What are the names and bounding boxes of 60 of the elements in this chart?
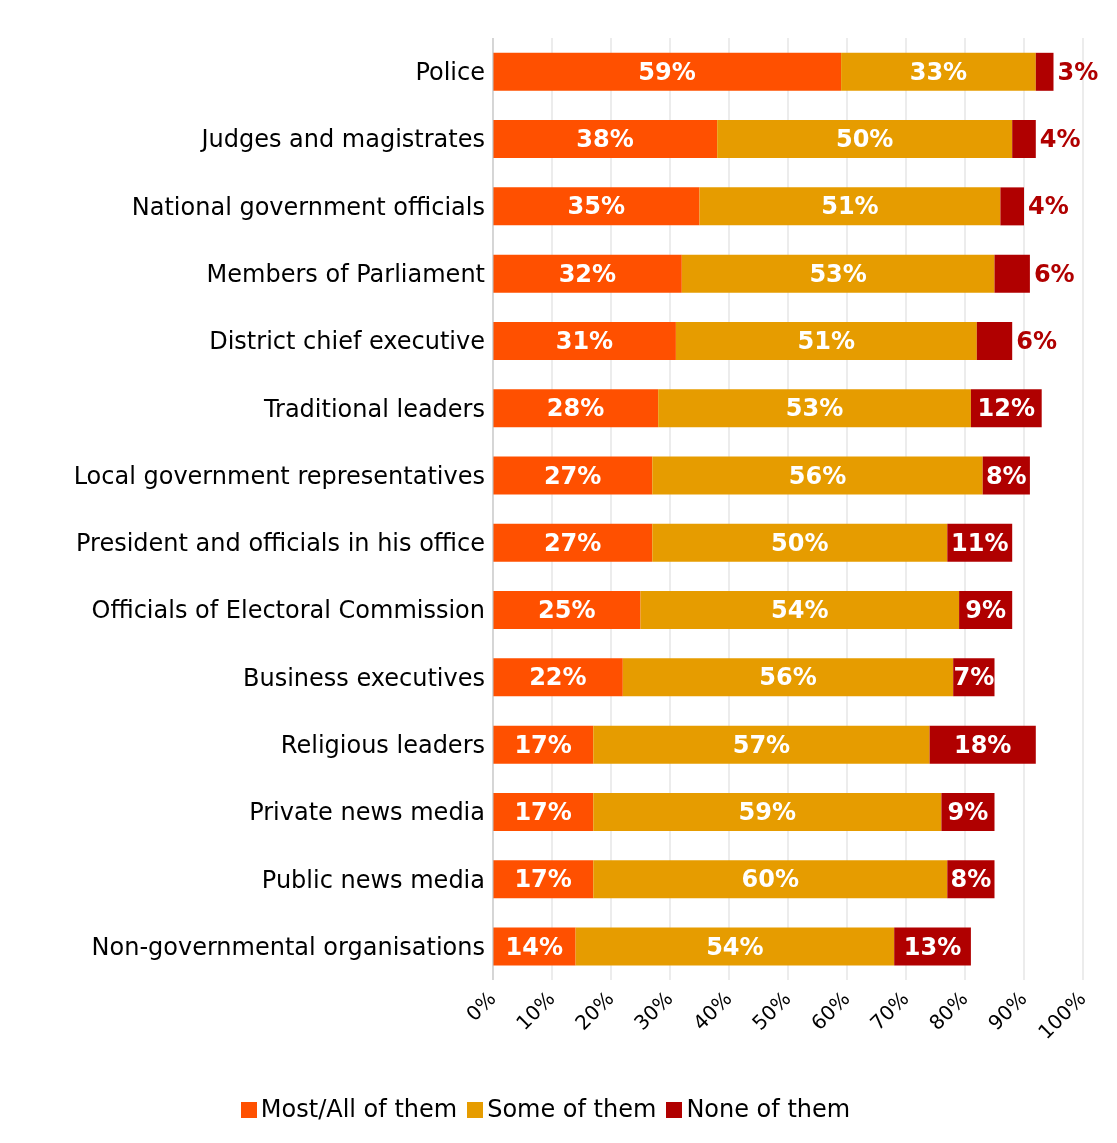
data-label: 7% xyxy=(953,663,995,692)
data-label: 50% xyxy=(835,125,894,154)
data-label: 59% xyxy=(738,797,797,826)
y-tick-label: Police xyxy=(415,58,485,87)
data-label: 22% xyxy=(529,663,587,692)
data-label: 4% xyxy=(1028,192,1069,221)
y-tick-label: Traditional leaders xyxy=(262,394,485,423)
data-label: 38% xyxy=(576,125,634,154)
y-tick-label: District chief executive xyxy=(209,327,485,356)
data-label: 50% xyxy=(771,528,829,557)
data-label: 33% xyxy=(909,57,968,86)
data-label: 57% xyxy=(732,730,791,759)
data-label: 6% xyxy=(1033,259,1075,288)
data-label: 27% xyxy=(543,461,602,490)
data-label: 51% xyxy=(821,192,879,221)
data-label: 54% xyxy=(706,932,764,961)
y-tick-label: Local government representatives xyxy=(73,461,485,490)
data-label: 32% xyxy=(558,259,617,288)
data-label: 8% xyxy=(985,461,1027,490)
data-label: 9% xyxy=(965,596,1007,625)
data-label: 14% xyxy=(505,932,564,961)
data-label: 53% xyxy=(785,394,844,423)
data-label: 56% xyxy=(759,663,817,692)
data-label: 17% xyxy=(514,730,572,759)
data-label: 11% xyxy=(951,528,1009,557)
data-label: 6% xyxy=(1016,326,1057,355)
y-tick-label: Public news media xyxy=(261,865,485,894)
data-label: 60% xyxy=(741,865,800,894)
data-label: 13% xyxy=(903,932,962,961)
y-tick-label: President and officials in his office xyxy=(76,529,485,558)
data-label: 27% xyxy=(543,528,602,557)
data-label: 31% xyxy=(555,326,614,355)
data-label: 12% xyxy=(977,394,1036,423)
data-label: 4% xyxy=(1039,125,1081,154)
y-tick-label: Judges and magistrates xyxy=(199,125,485,154)
y-tick-label: Business executives xyxy=(243,663,485,692)
data-label: 56% xyxy=(788,461,847,490)
data-label: 59% xyxy=(638,57,696,86)
y-tick-label: Members of Parliament xyxy=(206,260,485,289)
legend-label: Most/All of them xyxy=(260,1095,458,1123)
legend-label: Some of them xyxy=(487,1095,657,1123)
data-label: 18% xyxy=(953,730,1012,759)
y-tick-label: Religious leaders xyxy=(280,731,485,760)
y-tick-label: Non-governmental organisations xyxy=(91,932,485,961)
y-tick-label: Officials of Electoral Commission xyxy=(91,596,485,625)
data-label: 53% xyxy=(809,259,867,288)
data-label: 35% xyxy=(567,192,625,221)
data-label: 3% xyxy=(1057,57,1099,86)
legend-label: None of them xyxy=(686,1095,851,1123)
data-label: 17% xyxy=(514,797,572,826)
data-label: 9% xyxy=(947,797,989,826)
data-label: 8% xyxy=(950,865,992,894)
y-tick-label: National government officials xyxy=(131,192,485,221)
data-label: 51% xyxy=(797,326,856,355)
data-label: 17% xyxy=(514,865,572,894)
data-label: 25% xyxy=(538,596,596,625)
data-label: 28% xyxy=(546,394,605,423)
y-tick-label: Private news media xyxy=(249,798,485,827)
data-label: 54% xyxy=(771,596,829,625)
x-tick-label: 0% xyxy=(461,986,501,1026)
